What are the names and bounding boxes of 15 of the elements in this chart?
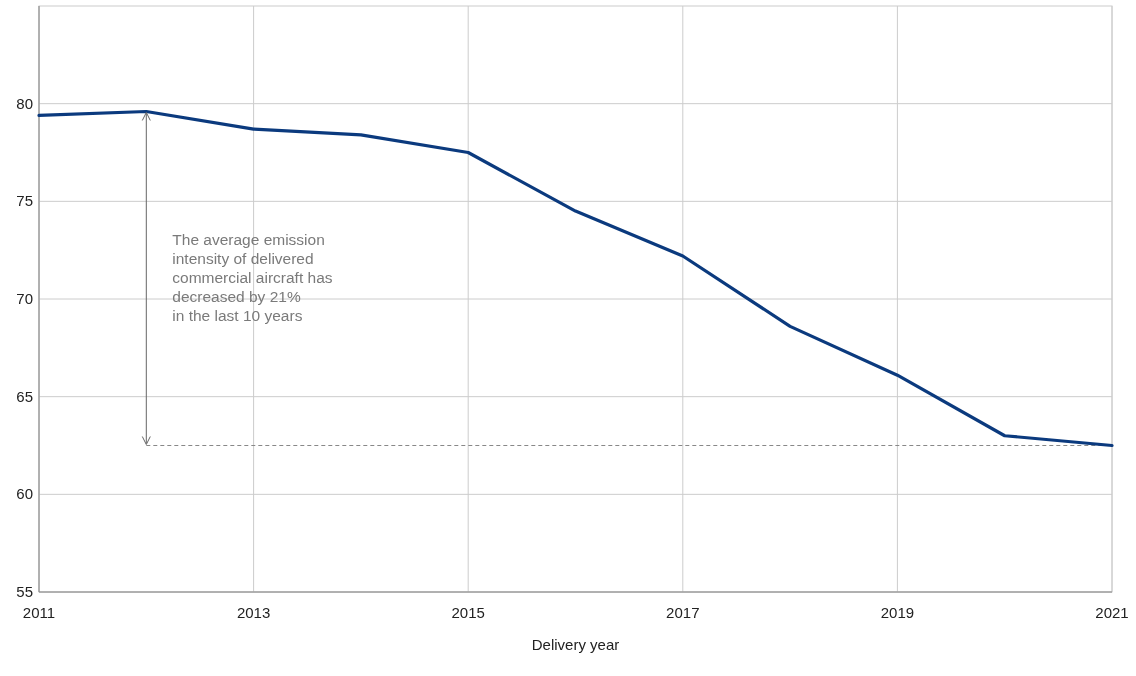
y-tick-label: 80 <box>16 94 33 112</box>
y-tick-label: 75 <box>16 192 33 210</box>
y-tick-label: 65 <box>16 387 33 405</box>
line-series <box>37 109 1114 448</box>
annotation: The average emission intensity of delivered commercial aircraft has decreased by 21% in the last 10 years <box>172 231 333 325</box>
x-tick-label: 2019 <box>880 604 915 621</box>
x-tick-label: 2015 <box>451 604 485 621</box>
x-tick-label: 2021 <box>1095 604 1129 621</box>
y-tick-label: 60 <box>16 485 33 503</box>
x-axis-title: Delivery year <box>531 636 620 653</box>
x-tick-label: 2013 <box>236 604 271 621</box>
x-tick-label: 2017 <box>666 604 700 621</box>
x-tick-label: 2011 <box>22 604 56 621</box>
y-tick-label: 70 <box>16 290 33 307</box>
y-tick-label: 55 <box>16 583 33 600</box>
